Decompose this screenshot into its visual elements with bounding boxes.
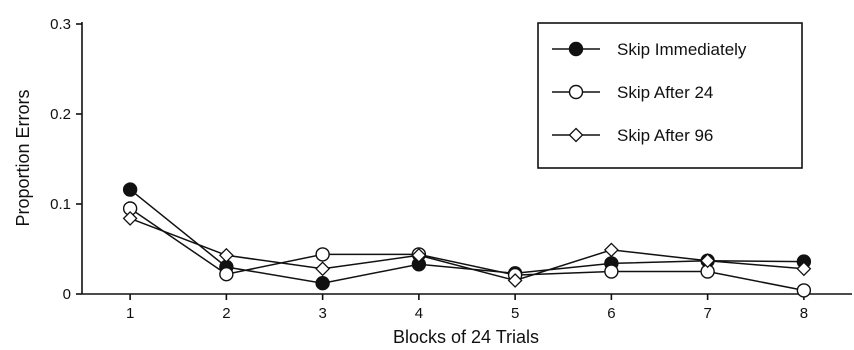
y-axis: 0 0.1 0.2 0.3: [50, 16, 83, 303]
series-line: [129, 207, 805, 292]
data-point: [315, 276, 330, 291]
data-point: [411, 247, 427, 263]
data-point: [603, 242, 619, 258]
data-point: [604, 264, 619, 279]
x-tick-label: 8: [800, 305, 808, 322]
x-tick-label: 6: [607, 305, 615, 322]
y-tick-label: 0.2: [50, 106, 71, 123]
y-tick-label: 0.3: [50, 16, 71, 33]
data-point: [315, 247, 330, 262]
x-tick-label: 3: [318, 305, 326, 322]
x-axis-title: Blocks of 24 Trials: [393, 327, 539, 347]
legend-marker: [568, 41, 584, 57]
x-tick-label: 4: [415, 305, 423, 322]
series-line: [129, 189, 804, 284]
legend: Skip Immediately Skip After 24 Skip After …: [537, 22, 803, 169]
legend-label: Skip After 24: [617, 83, 713, 102]
data-point: [796, 283, 812, 298]
x-tick-label: 5: [511, 305, 519, 322]
legend-label: Skip Immediately: [617, 40, 747, 59]
data-point: [315, 261, 331, 277]
x-tick-label: 2: [222, 305, 230, 322]
data-point: [122, 182, 138, 197]
legend-item: Skip After 96: [552, 126, 713, 145]
series-3: [122, 210, 812, 288]
legend-item: Skip After 24: [552, 83, 713, 102]
x-axis: 1 2 3 4 5 6 7 8: [82, 293, 852, 322]
legend-marker: [568, 84, 584, 100]
data-point: [218, 247, 234, 263]
y-tick-label: 0.1: [50, 196, 71, 213]
legend-label: Skip After 96: [617, 126, 713, 145]
data-point: [122, 210, 138, 226]
data-point: [507, 273, 523, 288]
series-line: [129, 217, 804, 282]
data-point: [796, 261, 812, 277]
data-point: [219, 267, 234, 282]
y-axis-title: Proportion Errors: [13, 89, 33, 226]
legend-marker: [568, 127, 584, 143]
series-layer: [122, 182, 812, 298]
legend-item: Skip Immediately: [552, 40, 747, 59]
y-tick-label: 0: [63, 286, 71, 303]
data-point: [700, 253, 716, 269]
x-tick-label: 7: [703, 305, 711, 322]
x-tick-label: 1: [126, 305, 134, 322]
